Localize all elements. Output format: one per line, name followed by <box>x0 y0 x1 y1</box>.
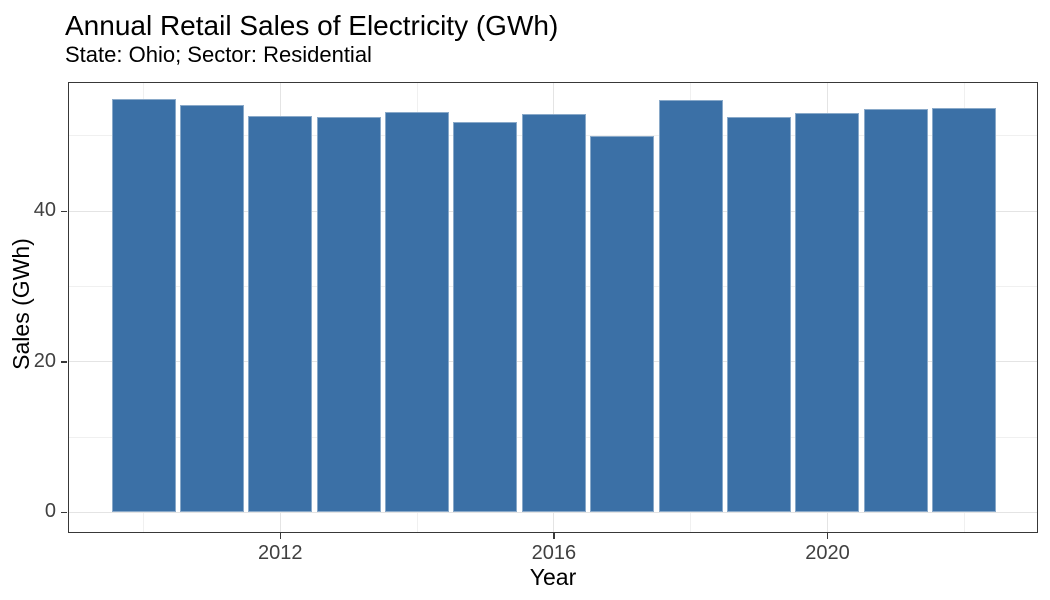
x-tick-mark <box>826 533 829 539</box>
bar-2012 <box>248 115 313 513</box>
y-major-gridline <box>68 511 1038 513</box>
bar-2010 <box>111 99 176 513</box>
y-tick-label: 40 <box>33 199 56 222</box>
bar-2022 <box>932 108 997 513</box>
bar-2014 <box>385 111 450 513</box>
bar-2020 <box>795 113 860 513</box>
chart-subtitle: State: Ohio; Sector: Residential <box>65 42 372 67</box>
bar-2019 <box>727 117 792 513</box>
x-axis-title: Year <box>529 564 577 590</box>
bar-2015 <box>453 121 518 513</box>
x-tick-label: 2012 <box>258 542 303 564</box>
bar-2018 <box>658 99 723 513</box>
bar-2016 <box>521 114 586 513</box>
y-axis-title: Sales (GWh) <box>8 238 34 370</box>
x-tick-mark <box>553 533 555 539</box>
bar-2013 <box>316 117 381 513</box>
y-tick-label: 0 <box>44 500 56 523</box>
y-tick-mark <box>61 210 67 213</box>
bar-2017 <box>590 135 655 513</box>
x-tick-mark <box>279 533 282 539</box>
bar-2011 <box>179 105 244 513</box>
y-tick-label: 20 <box>33 349 56 372</box>
chart-title: Annual Retail Sales of Electricity (GWh) <box>65 10 559 41</box>
y-tick-mark <box>61 511 67 514</box>
y-tick-mark <box>61 361 67 363</box>
x-tick-label: 2020 <box>805 542 850 564</box>
x-tick-label: 2016 <box>531 542 577 564</box>
bar-2021 <box>863 108 928 513</box>
